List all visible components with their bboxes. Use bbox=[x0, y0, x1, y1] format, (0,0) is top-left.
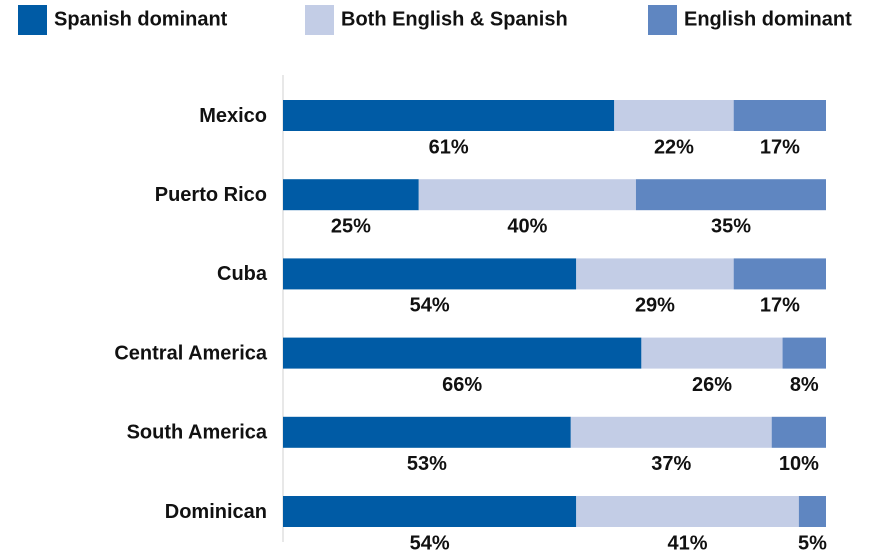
bar-segment bbox=[641, 337, 783, 369]
bar-segment bbox=[283, 337, 642, 369]
category-label: Cuba bbox=[217, 263, 268, 285]
value-label: 26% bbox=[692, 374, 732, 396]
bar-segment bbox=[635, 179, 826, 211]
legend-swatch bbox=[18, 5, 47, 35]
value-label: 54% bbox=[410, 295, 450, 317]
category-label: Puerto Rico bbox=[155, 184, 267, 206]
value-label: 8% bbox=[790, 374, 819, 396]
legend-label: Both English & Spanish bbox=[341, 8, 568, 30]
bar-segment bbox=[283, 496, 577, 527]
legend-swatch bbox=[648, 5, 677, 35]
bar-segment bbox=[733, 100, 826, 131]
value-label: 66% bbox=[442, 374, 482, 396]
value-label: 53% bbox=[407, 453, 447, 475]
category-label: South America bbox=[127, 422, 268, 444]
legend-swatch bbox=[305, 5, 334, 35]
value-label: 40% bbox=[507, 215, 547, 237]
value-label: 61% bbox=[429, 136, 469, 158]
value-label: 41% bbox=[668, 532, 708, 550]
category-label: Dominican bbox=[165, 501, 267, 523]
value-label: 5% bbox=[798, 532, 827, 550]
value-label: 37% bbox=[651, 453, 691, 475]
bar-segment bbox=[283, 258, 577, 290]
bar-segment bbox=[782, 337, 826, 369]
value-label: 10% bbox=[779, 453, 819, 475]
value-label: 29% bbox=[635, 295, 675, 317]
bar-segment bbox=[771, 416, 826, 448]
bar-segment bbox=[576, 258, 734, 290]
bar-segment bbox=[570, 416, 772, 448]
bar-segment bbox=[418, 179, 636, 211]
value-label: 17% bbox=[760, 295, 800, 317]
category-label: Central America bbox=[114, 342, 268, 364]
value-label: 25% bbox=[331, 215, 371, 237]
bar-segment bbox=[283, 179, 419, 211]
value-label: 54% bbox=[410, 532, 450, 550]
category-label: Mexico bbox=[199, 105, 267, 127]
value-label: 35% bbox=[711, 215, 751, 237]
legend-label: Spanish dominant bbox=[54, 8, 228, 30]
legend-label: English dominant bbox=[684, 8, 852, 30]
bar-segment bbox=[576, 496, 799, 527]
bar-segment bbox=[614, 100, 734, 131]
value-label: 22% bbox=[654, 136, 694, 158]
bar-segment bbox=[283, 416, 571, 448]
bar-segment bbox=[798, 496, 826, 527]
bar-segment bbox=[733, 258, 826, 290]
value-label: 17% bbox=[760, 136, 800, 158]
bar-segment bbox=[283, 100, 615, 131]
